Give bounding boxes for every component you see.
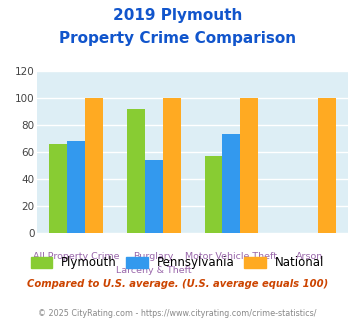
- Text: Burglary: Burglary: [133, 252, 174, 261]
- Bar: [240, 98, 258, 233]
- Bar: [49, 144, 67, 233]
- Bar: [85, 98, 103, 233]
- Text: Motor Vehicle Theft: Motor Vehicle Theft: [185, 252, 277, 261]
- Text: Larceny & Theft: Larceny & Theft: [116, 266, 192, 275]
- Text: 2019 Plymouth: 2019 Plymouth: [113, 8, 242, 23]
- Bar: [318, 98, 336, 233]
- Text: All Property Crime: All Property Crime: [33, 252, 119, 261]
- Text: Compared to U.S. average. (U.S. average equals 100): Compared to U.S. average. (U.S. average …: [27, 279, 328, 289]
- Legend: Plymouth, Pennsylvania, National: Plymouth, Pennsylvania, National: [26, 252, 329, 274]
- Text: Arson: Arson: [295, 252, 323, 261]
- Text: Property Crime Comparison: Property Crime Comparison: [59, 31, 296, 46]
- Bar: [127, 109, 145, 233]
- Text: © 2025 CityRating.com - https://www.cityrating.com/crime-statistics/: © 2025 CityRating.com - https://www.city…: [38, 309, 317, 317]
- Bar: [145, 160, 163, 233]
- Bar: [204, 156, 223, 233]
- Bar: [163, 98, 181, 233]
- Bar: [67, 141, 85, 233]
- Bar: [223, 134, 240, 233]
